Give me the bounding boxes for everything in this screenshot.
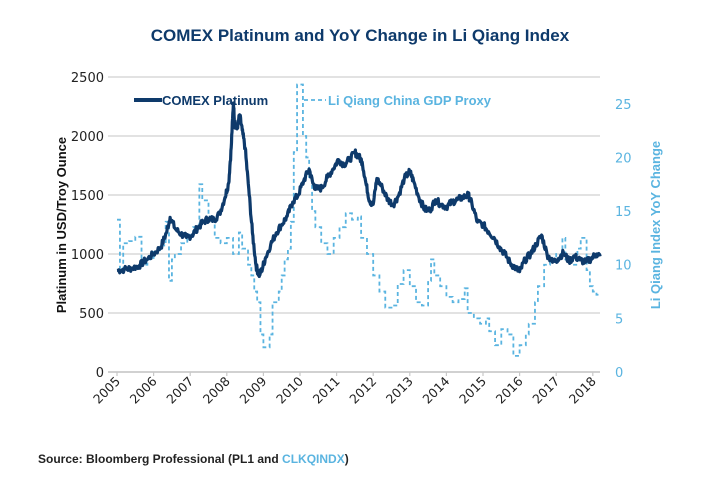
legend: COMEX Platinum Li Qiang China GDP Proxy bbox=[134, 93, 492, 108]
x-axis: 2005 2006 2007 2008 2009 2010 2011 2012 2013 2014… bbox=[90, 371, 600, 407]
y-axis-left: 0 500 1000 1500 2000 2500 bbox=[71, 71, 104, 381]
y-right-tick-label: 0 bbox=[615, 366, 623, 381]
y-right-tick-label: 20 bbox=[615, 151, 632, 166]
x-tick-label: 2016 bbox=[493, 373, 526, 406]
y-left-tick-label: 2000 bbox=[71, 130, 104, 145]
x-tick-label: 2010 bbox=[273, 373, 306, 406]
x-tick-label: 2018 bbox=[566, 373, 599, 406]
x-tick-label: 2017 bbox=[529, 374, 562, 407]
x-tick-label: 2011 bbox=[310, 374, 343, 407]
y-left-tick-label: 1000 bbox=[71, 248, 104, 263]
y-right-tick-label: 25 bbox=[615, 98, 632, 113]
x-tick-label: 2015 bbox=[456, 374, 489, 407]
y-left-tick-label: 2500 bbox=[71, 71, 104, 86]
source-text: Source: Bloomberg Professional (PL1 and bbox=[38, 452, 283, 466]
source-highlight: CLKQINDX bbox=[282, 452, 345, 466]
y-axis-right: 0 5 10 15 20 25 bbox=[615, 98, 632, 381]
x-tick-label: 2008 bbox=[200, 373, 233, 406]
y-axis-right-label: Li Qiang Index YoY Change bbox=[648, 141, 663, 309]
x-tick-label: 2009 bbox=[236, 373, 269, 406]
x-tick-label: 2014 bbox=[419, 373, 452, 406]
chart-title: COMEX Platinum and YoY Change in Li Qian… bbox=[151, 26, 570, 45]
x-tick-label: 2013 bbox=[383, 374, 416, 407]
legend-label-li-qiang: Li Qiang China GDP Proxy bbox=[328, 93, 492, 108]
x-tick-label: 2006 bbox=[127, 373, 160, 406]
gridlines bbox=[108, 76, 600, 373]
series-comex-platinum-line bbox=[116, 101, 602, 279]
x-tick-label: 2007 bbox=[163, 374, 196, 407]
y-left-tick-label: 500 bbox=[79, 307, 104, 322]
y-axis-left-label: Platinum in USD/Troy Ounce bbox=[54, 137, 69, 313]
series-li-qiang-line bbox=[117, 83, 601, 357]
y-right-tick-label: 5 bbox=[615, 312, 623, 327]
y-left-tick-label: 0 bbox=[96, 366, 104, 381]
series-group bbox=[116, 83, 602, 357]
legend-label-comex-platinum: COMEX Platinum bbox=[162, 93, 268, 108]
source-note: Source: Bloomberg Professional (PL1 and … bbox=[38, 452, 349, 466]
source-suffix: ) bbox=[344, 452, 349, 466]
y-right-tick-label: 15 bbox=[615, 205, 632, 220]
y-left-tick-label: 1500 bbox=[71, 189, 104, 204]
x-tick-label: 2012 bbox=[346, 374, 379, 407]
y-right-tick-label: 10 bbox=[615, 259, 632, 274]
